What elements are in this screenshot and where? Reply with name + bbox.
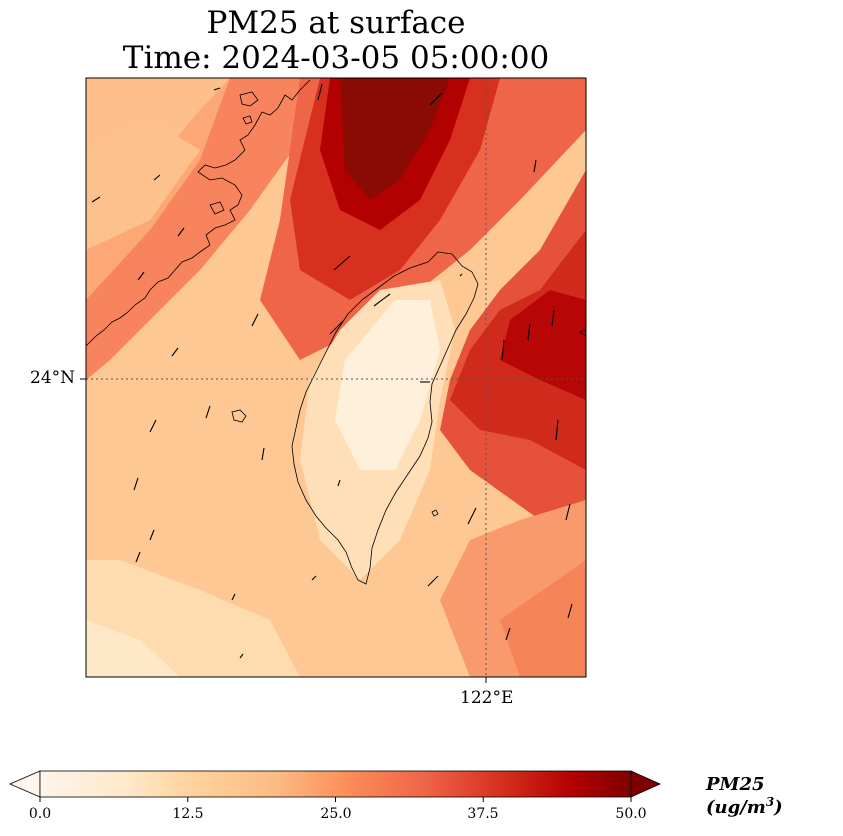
pm25-field [86, 78, 586, 677]
colorbar-tick: 50.0 [615, 806, 647, 822]
wind-vectors [91, 83, 573, 659]
colorbar-tick: 37.5 [467, 806, 499, 822]
colorbar-tick: 25.0 [320, 806, 352, 822]
lat-label: 24°N [30, 368, 76, 388]
colorbar-gradient [39, 770, 632, 798]
lon-label: 122°E [460, 688, 514, 708]
colorbar-label: PM25 (ug/m3) [706, 774, 783, 818]
colorbar-tick: 0.0 [28, 806, 52, 822]
colorbar-tick: 12.5 [172, 806, 204, 822]
map-title: PM25 at surface [206, 5, 466, 41]
map-frame [85, 77, 587, 678]
colorbar [8, 770, 661, 802]
coastlines [86, 79, 586, 585]
colorbar-max-extend [630, 770, 661, 798]
map-time: Time: 2024-03-05 05:00:00 [122, 40, 550, 76]
colorbar-min-extend [8, 770, 41, 798]
